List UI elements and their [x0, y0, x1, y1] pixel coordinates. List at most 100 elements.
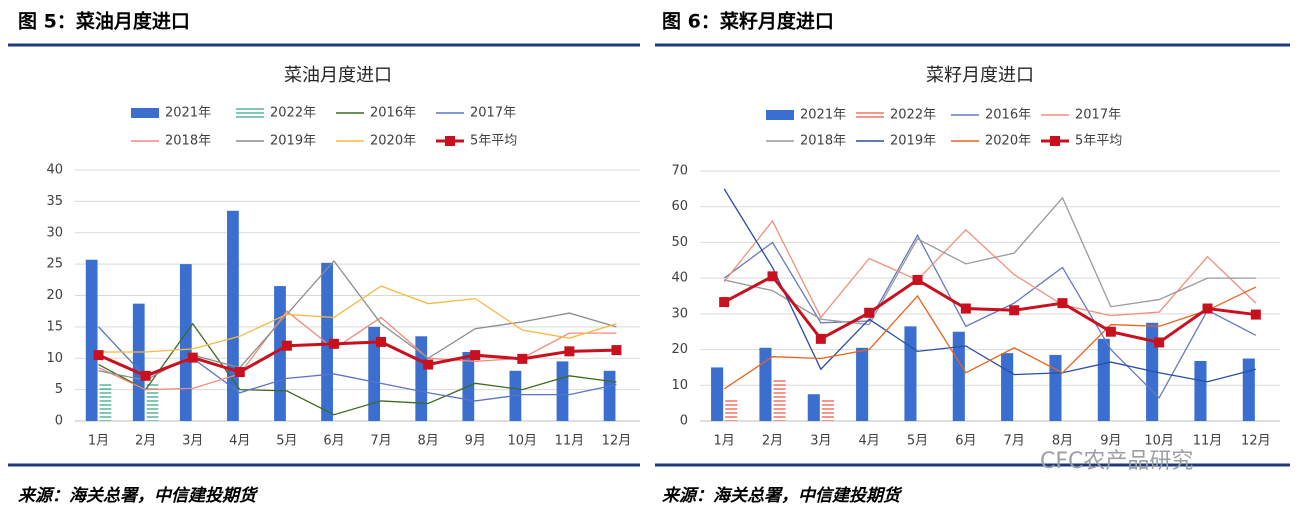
legend-label: 5年平均	[470, 134, 517, 149]
x-tick-label: 9月	[465, 434, 486, 449]
bar	[952, 331, 965, 421]
y-tick-label: 30	[46, 225, 63, 240]
bar	[773, 378, 786, 421]
bar	[274, 286, 286, 421]
x-tick-label: 8月	[417, 434, 438, 449]
line	[723, 219, 1257, 319]
marker	[517, 353, 528, 364]
y-tick-label: 40	[671, 271, 688, 286]
bar	[556, 361, 569, 421]
y-tick-label: 10	[46, 351, 63, 366]
x-tick-label: 6月	[955, 434, 976, 449]
bar	[179, 264, 192, 421]
bar	[904, 326, 917, 421]
y-tick-label: 15	[46, 319, 63, 334]
y-tick-label: 50	[671, 235, 688, 250]
bar	[1194, 361, 1207, 421]
x-tick-label: 3月	[182, 434, 203, 449]
x-tick-label: 6月	[323, 434, 344, 449]
legend-label: 2022年	[270, 106, 316, 121]
x-tick-label: 5月	[276, 434, 297, 449]
x-tick-label: 12月	[1241, 434, 1271, 449]
legend-swatch	[131, 108, 159, 118]
y-tick-label: 60	[671, 199, 688, 214]
y-tick-label: 5	[55, 382, 63, 397]
line	[97, 340, 617, 378]
marker	[281, 340, 292, 351]
legend-marker	[1050, 136, 1060, 146]
x-tick-label: 1月	[714, 434, 735, 449]
legend-label: 2020年	[985, 134, 1031, 149]
x-tick-label: 10月	[1144, 434, 1174, 449]
marker	[1009, 305, 1020, 316]
bar	[711, 367, 724, 421]
x-tick-label: 4月	[229, 434, 250, 449]
bar	[99, 383, 112, 421]
marker	[912, 274, 923, 285]
legend-label: 2020年	[370, 134, 416, 149]
y-tick-label: 0	[55, 414, 63, 429]
x-tick-label: 7月	[1004, 434, 1025, 449]
marker	[376, 336, 387, 347]
bar	[807, 394, 820, 421]
x-tick-label: 9月	[1100, 434, 1121, 449]
legend-label: 2018年	[165, 134, 211, 149]
y-tick-label: 35	[46, 194, 63, 209]
marker	[815, 333, 826, 344]
marker	[1250, 309, 1261, 320]
panel-heading: 图 5：菜油月度进口	[18, 10, 190, 33]
line	[98, 285, 617, 353]
marker	[1057, 298, 1068, 309]
legend-label: 2016年	[985, 108, 1031, 123]
x-tick-label: 11月	[555, 434, 585, 449]
marker	[328, 338, 339, 349]
bar	[415, 336, 428, 421]
marker	[767, 271, 778, 282]
line	[98, 310, 617, 391]
marker	[423, 359, 434, 370]
marker	[234, 367, 245, 378]
legend-label: 5年平均	[1075, 134, 1122, 149]
legend-label: 2019年	[890, 134, 936, 149]
legend-label: 2021年	[800, 108, 846, 123]
bar	[227, 210, 239, 421]
legend-label: 2021年	[165, 106, 211, 121]
legend-swatch	[236, 108, 264, 118]
y-tick-label: 0	[680, 414, 688, 429]
chart-title: 菜籽月度进口	[926, 65, 1034, 86]
y-tick-label: 25	[46, 257, 63, 272]
source: 来源：海关总署，中信建投期货	[662, 486, 903, 506]
x-tick-label: 3月	[810, 434, 831, 449]
bar	[1049, 354, 1062, 421]
y-tick-label: 10	[671, 378, 688, 393]
marker	[1202, 303, 1213, 314]
legend-label: 2017年	[1075, 108, 1121, 123]
marker	[140, 370, 151, 381]
legend-label: 2017年	[470, 106, 516, 121]
panel-heading: 图 6：菜籽月度进口	[662, 10, 834, 33]
line	[98, 322, 617, 416]
marker	[719, 297, 730, 308]
bar	[132, 303, 145, 421]
bar	[321, 262, 333, 421]
legend-swatch	[766, 110, 794, 120]
legend-swatch	[856, 110, 884, 120]
legend-marker	[445, 136, 455, 146]
watermark: CFC农产品研究	[1040, 449, 1193, 474]
bar	[1097, 338, 1110, 421]
chart-title: 菜油月度进口	[284, 65, 392, 86]
marker	[864, 307, 875, 318]
marker	[960, 303, 971, 314]
marker	[187, 352, 198, 363]
y-tick-label: 70	[671, 164, 688, 179]
legend-label: 2018年	[800, 134, 846, 149]
line	[724, 196, 1256, 326]
x-tick-label: 12月	[602, 434, 632, 449]
x-tick-label: 10月	[508, 434, 538, 449]
x-tick-label: 11月	[1193, 434, 1223, 449]
line	[723, 286, 1257, 390]
x-tick-label: 4月	[859, 434, 880, 449]
marker	[470, 350, 481, 361]
